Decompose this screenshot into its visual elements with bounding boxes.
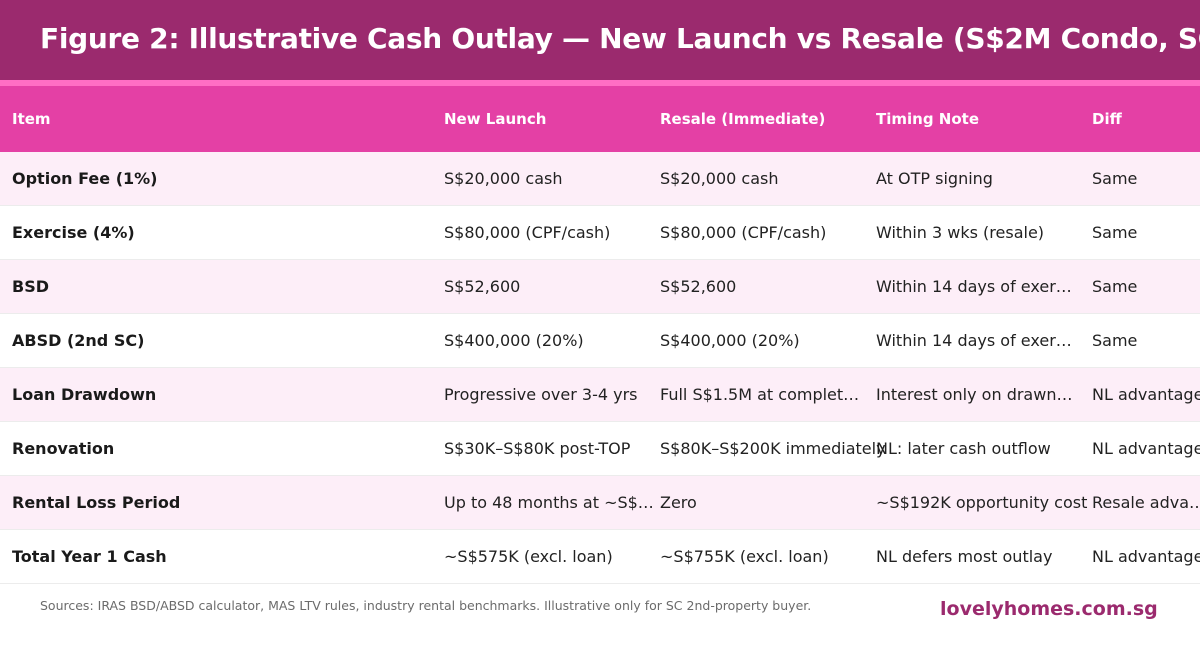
cell-diff: NL advantage <box>1092 385 1200 404</box>
table-row: BSD S$52,600 S$52,600 Within 14 days of exe… <box>0 260 1200 314</box>
cell-new-launch: Up to 48 months at ~S$… <box>444 493 654 512</box>
cell-item: Renovation <box>12 439 115 458</box>
cell-resale: ~S$755K (excl. loan) <box>660 547 829 566</box>
cell-item: ABSD (2nd SC) <box>12 331 145 350</box>
header-resale: Resale (Immediate) <box>660 110 826 128</box>
header-new-launch: New Launch <box>444 110 547 128</box>
accent-stripe <box>0 80 1200 86</box>
cell-diff: Resale adva… <box>1092 493 1200 512</box>
brand-logo-text: lovelyhomes.com.sg <box>940 598 1158 620</box>
cell-item: Exercise (4%) <box>12 223 135 242</box>
cell-timing-note: At OTP signing <box>876 169 993 188</box>
cell-item: Option Fee (1%) <box>12 169 158 188</box>
cell-resale: S$20,000 cash <box>660 169 779 188</box>
figure-title: Figure 2: Illustrative Cash Outlay — New… <box>40 22 1200 55</box>
cell-diff: NL advantage <box>1092 439 1200 458</box>
cell-timing-note: ~S$192K opportunity cost <box>876 493 1088 512</box>
header-timing-note: Timing Note <box>876 110 979 128</box>
cell-item: Total Year 1 Cash <box>12 547 167 566</box>
cell-new-launch: ~S$575K (excl. loan) <box>444 547 613 566</box>
title-bar: Figure 2: Illustrative Cash Outlay — New… <box>0 0 1200 80</box>
cell-new-launch: S$30K–S$80K post-TOP <box>444 439 631 458</box>
cell-resale: S$52,600 <box>660 277 737 296</box>
cell-diff: Same <box>1092 169 1138 188</box>
cell-resale: S$400,000 (20%) <box>660 331 800 350</box>
cell-timing-note: Within 14 days of exer… <box>876 331 1072 350</box>
table-row: Option Fee (1%) S$20,000 cash S$20,000 cas… <box>0 152 1200 206</box>
table-row: Exercise (4%) S$80,000 (CPF/cash) S$80,000… <box>0 206 1200 260</box>
table-row: Renovation S$30K–S$80K post-TOP S$80K–S$20… <box>0 422 1200 476</box>
cell-new-launch: S$400,000 (20%) <box>444 331 584 350</box>
table-row: Rental Loss Period Up to 48 months at ~S$… <box>0 476 1200 530</box>
cell-timing-note: Interest only on drawn… <box>876 385 1073 404</box>
cell-new-launch: S$80,000 (CPF/cash) <box>444 223 611 242</box>
cell-resale: Full S$1.5M at complet… <box>660 385 860 404</box>
table-header-row: Item New Launch Resale (Immediate) Timin… <box>0 86 1200 152</box>
cell-diff: NL advantage <box>1092 547 1200 566</box>
cell-new-launch: S$52,600 <box>444 277 521 296</box>
cell-resale: S$80K–S$200K immediately <box>660 439 886 458</box>
header-diff: Diff <box>1092 110 1122 128</box>
cell-timing-note: NL defers most outlay <box>876 547 1053 566</box>
table-row: Loan Drawdown Progressive over 3-4 yrs Ful… <box>0 368 1200 422</box>
cell-item: Loan Drawdown <box>12 385 157 404</box>
table-row: ABSD (2nd SC) S$400,000 (20%) S$400,000 (2… <box>0 314 1200 368</box>
cell-item: BSD <box>12 277 49 296</box>
cash-outlay-table: Item New Launch Resale (Immediate) Timin… <box>0 86 1200 584</box>
cell-timing-note: Within 14 days of exer… <box>876 277 1072 296</box>
cell-item: Rental Loss Period <box>12 493 181 512</box>
cell-new-launch: S$20,000 cash <box>444 169 563 188</box>
cell-timing-note: NL: later cash outflow <box>876 439 1051 458</box>
table-row: Total Year 1 Cash ~S$575K (excl. loan) ~S$… <box>0 530 1200 584</box>
cell-timing-note: Within 3 wks (resale) <box>876 223 1045 242</box>
header-item: Item <box>12 110 51 128</box>
cell-resale: Zero <box>660 493 697 512</box>
cell-new-launch: Progressive over 3-4 yrs <box>444 385 638 404</box>
cell-resale: S$80,000 (CPF/cash) <box>660 223 827 242</box>
cell-diff: Same <box>1092 223 1138 242</box>
cell-diff: Same <box>1092 277 1138 296</box>
sources-note: Sources: IRAS BSD/ABSD calculator, MAS L… <box>40 598 812 613</box>
cell-diff: Same <box>1092 331 1138 350</box>
